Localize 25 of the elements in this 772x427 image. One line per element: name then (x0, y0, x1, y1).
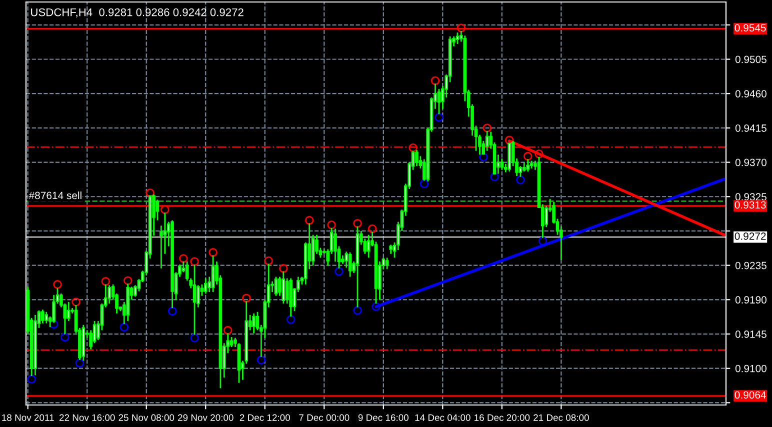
ref-line-label: 0.9313 (734, 201, 766, 209)
x-tick-label: 14 Dec 04:00 (415, 414, 470, 421)
y-tick-label: 0.9100 (735, 364, 766, 372)
ref-line-label: 0.9064 (734, 391, 766, 399)
x-tick-label: 7 Dec 00:00 (299, 414, 350, 421)
y-tick-label: 0.9235 (735, 262, 766, 270)
x-tick-label: 9 Dec 16:00 (358, 414, 409, 421)
x-tick-label: 18 Nov 2011 (2, 414, 54, 421)
chart-title: USDCHF,H4 0.9281 0.9286 0.9242 0.9272 (31, 8, 244, 18)
y-tick-label: 0.9370 (735, 158, 766, 166)
y-tick-label: 0.9325 (735, 193, 766, 201)
y-tick-label: 0.9190 (735, 296, 766, 304)
y-tick-label: 0.9460 (735, 90, 766, 98)
y-tick-label: 0.9415 (735, 124, 766, 132)
ref-line-label: 0.9272 (734, 232, 766, 240)
ref-line-label: 0.9545 (734, 24, 766, 32)
x-tick-label: 16 Dec 20:00 (474, 414, 530, 421)
y-tick-label: 0.9505 (735, 56, 766, 64)
ref-line-label: #87614 sell (28, 192, 82, 200)
y-tick-label: 0.9145 (735, 330, 766, 338)
x-tick-label: 25 Nov 08:00 (118, 414, 174, 421)
x-tick-label: 22 Nov 16:00 (59, 414, 115, 421)
x-tick-label: 21 Dec 08:00 (534, 414, 589, 421)
x-tick-label: 2 Dec 12:00 (240, 414, 290, 421)
x-tick-label: 29 Nov 20:00 (178, 414, 234, 421)
